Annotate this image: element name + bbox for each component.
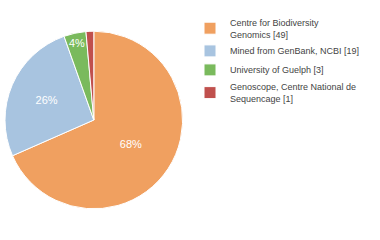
svg-text:Genoscope, Centre National deS: Genoscope, Centre National deSequencage … [230,82,356,104]
svg-text:68%: 68% [120,138,142,150]
svg-text:26%: 26% [36,94,58,106]
svg-text:4%: 4% [69,37,85,49]
svg-text:Centre for BiodiversityGenomic: Centre for BiodiversityGenomics [49] [230,18,319,40]
svg-text:University of Guelph [3]: University of Guelph [3] [230,65,324,75]
svg-text:Mined from GenBank, NCBI [19]: Mined from GenBank, NCBI [19] [230,46,359,56]
